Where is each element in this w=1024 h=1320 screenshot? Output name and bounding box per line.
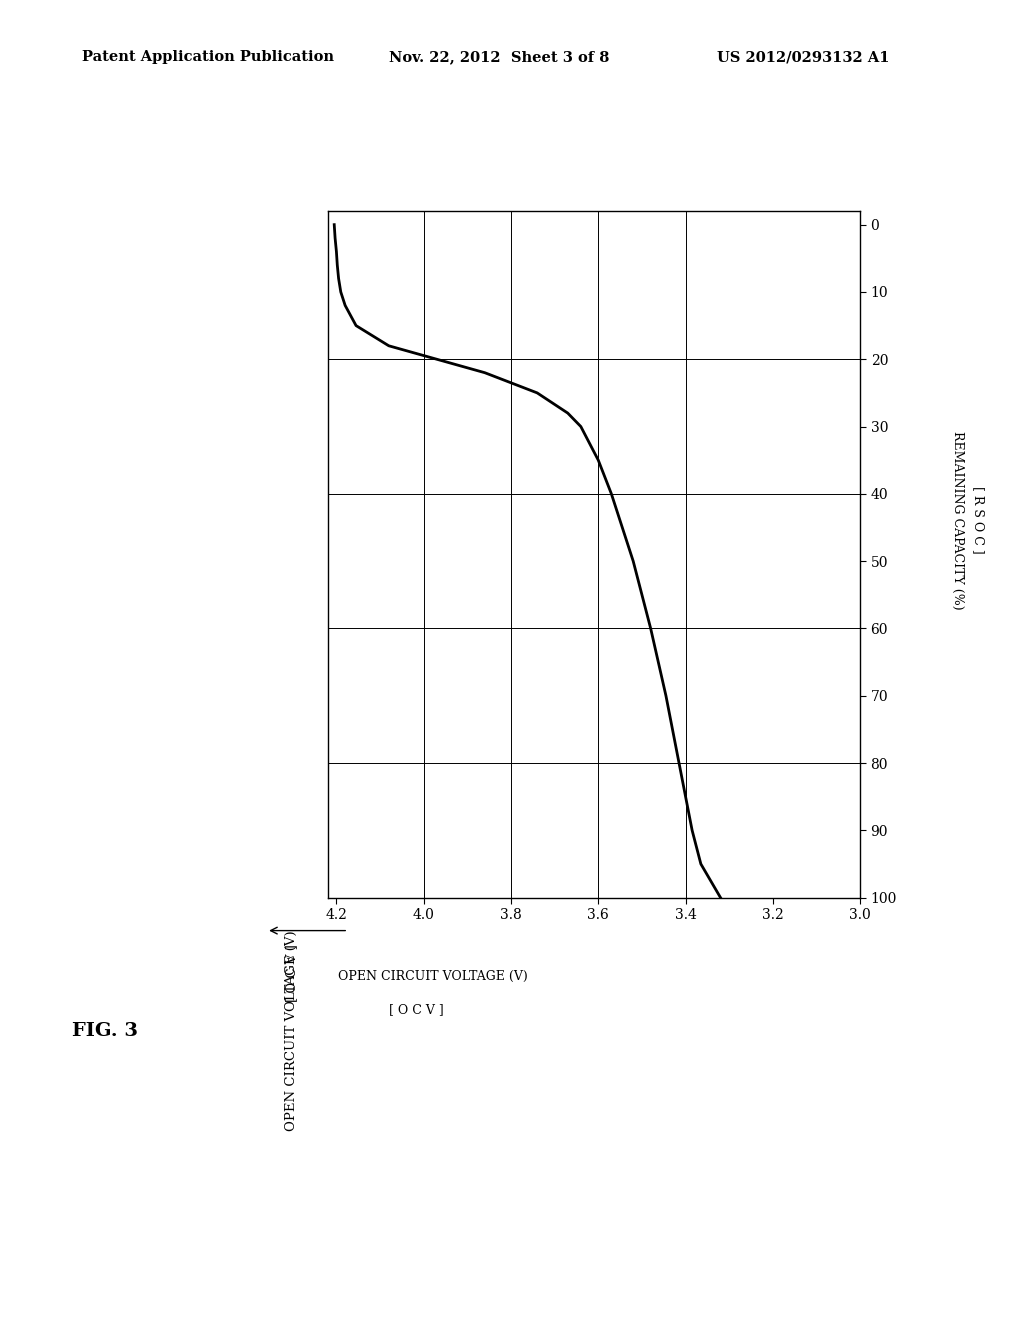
Text: [ R S O C ]: [ R S O C ] xyxy=(972,486,984,554)
Text: [ O C V ]: [ O C V ] xyxy=(389,1003,443,1016)
Text: OPEN CIRCUIT VOLTAGE (V): OPEN CIRCUIT VOLTAGE (V) xyxy=(338,970,527,983)
Text: Nov. 22, 2012  Sheet 3 of 8: Nov. 22, 2012 Sheet 3 of 8 xyxy=(389,50,609,65)
Text: FIG. 3: FIG. 3 xyxy=(72,1022,137,1040)
Text: Patent Application Publication: Patent Application Publication xyxy=(82,50,334,65)
Text: OPEN CIRCUIT VOLTAGE (V): OPEN CIRCUIT VOLTAGE (V) xyxy=(286,931,298,1131)
Text: REMAINING CAPACITY (%): REMAINING CAPACITY (%) xyxy=(951,430,964,610)
Text: [ O C V ]: [ O C V ] xyxy=(286,944,298,1002)
Text: US 2012/0293132 A1: US 2012/0293132 A1 xyxy=(717,50,889,65)
